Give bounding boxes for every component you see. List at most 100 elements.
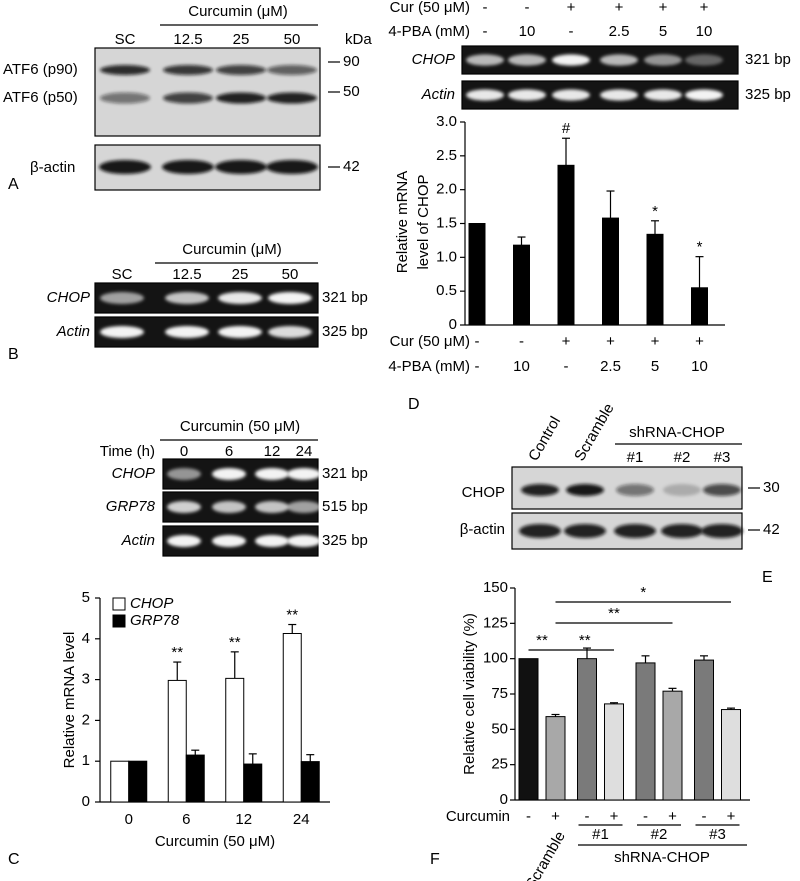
row-label: Actin	[421, 86, 455, 103]
band	[268, 292, 312, 304]
group-label: Scramble	[522, 828, 568, 881]
size-label: 515 bp	[322, 498, 368, 515]
error-bar	[248, 753, 257, 765]
condition-label: +	[567, 0, 576, 16]
band	[287, 468, 321, 480]
y-tick-label: 0	[82, 793, 90, 810]
row-label: CHOP	[112, 465, 155, 482]
band	[255, 501, 289, 513]
row-label: GRP78	[106, 498, 156, 515]
y-tick-label: 3	[82, 671, 90, 688]
row-label: CHOP	[47, 289, 90, 306]
band	[287, 535, 321, 547]
band	[266, 160, 318, 174]
condition-label: 10	[696, 23, 713, 40]
condition-name: 4-PBA (mM)	[388, 23, 470, 40]
bar	[635, 662, 656, 801]
condition-label: +	[700, 0, 709, 16]
error-bar	[700, 655, 708, 661]
error-bar	[551, 713, 560, 717]
condition-name: 4-PBA (mM)	[388, 358, 470, 375]
comparison-label: *	[640, 584, 646, 601]
band	[508, 54, 546, 66]
legend-label: GRP78	[130, 612, 180, 629]
condition-label: -	[525, 0, 530, 16]
bar	[577, 658, 597, 801]
condition-label: +	[659, 0, 668, 16]
band	[267, 65, 317, 75]
condition-label: 5	[659, 23, 667, 40]
lane-label: 6	[225, 443, 233, 460]
band	[167, 535, 201, 547]
band	[614, 524, 656, 538]
condition-label: +	[695, 333, 704, 350]
band	[163, 92, 213, 104]
bar	[468, 223, 486, 326]
y-tick-label: 75	[491, 685, 508, 702]
size-label: 325 bp	[322, 532, 368, 549]
error-bar	[641, 655, 650, 663]
y-tick-label: 0	[500, 791, 508, 808]
group-label: #3	[709, 826, 726, 843]
bar	[694, 659, 714, 801]
panel-label: A	[8, 176, 19, 193]
lane-label: 12.5	[173, 31, 202, 48]
condition-label: -	[475, 358, 480, 375]
supergroup-label: shRNA-CHOP	[614, 849, 710, 866]
error-bar	[288, 623, 297, 634]
bar	[721, 709, 741, 801]
lane-label: Scramble	[571, 401, 617, 464]
condition-label: 5	[651, 358, 659, 375]
y-tick-label: 4	[82, 630, 90, 647]
lane-label: 25	[232, 266, 249, 283]
gel-header: Curcumin (μM)	[182, 241, 281, 258]
row-label: β-actin	[460, 521, 505, 538]
significance: *	[652, 203, 658, 220]
band	[466, 54, 504, 66]
y-tick-label: 150	[483, 579, 508, 596]
y-tick-label: 1.5	[436, 214, 457, 231]
condition-label: -	[475, 333, 480, 350]
band	[267, 92, 317, 104]
significance: **	[286, 606, 298, 623]
condition-label: 10	[691, 358, 708, 375]
error-bar	[173, 661, 182, 681]
band	[165, 292, 209, 304]
band	[255, 468, 289, 480]
row-label: Actin	[121, 532, 155, 549]
bar	[513, 244, 530, 326]
error-bar	[651, 220, 659, 235]
lane-label: 50	[284, 31, 301, 48]
legend-label: CHOP	[130, 595, 173, 612]
y-tick-label: 125	[483, 614, 508, 631]
group-header: shRNA-CHOP	[629, 424, 725, 441]
panel-label: C	[8, 851, 20, 868]
x-tick-label: 6	[182, 811, 190, 828]
bar	[243, 763, 263, 803]
bar	[282, 632, 302, 803]
lane-label: 24	[296, 443, 313, 460]
panel-label: D	[408, 396, 420, 413]
marker-label: 30	[763, 479, 780, 496]
row-label: CHOP	[412, 51, 455, 68]
band	[552, 54, 590, 66]
band	[519, 524, 561, 538]
band	[255, 535, 289, 547]
condition-label: -	[526, 808, 531, 825]
bar	[110, 760, 130, 803]
bar	[225, 677, 245, 803]
x-tick-label: 12	[235, 811, 252, 828]
unit-label: kDa	[345, 31, 372, 48]
gel-header: Curcumin (50 μM)	[180, 418, 300, 435]
error-bar	[606, 190, 615, 219]
condition-name: Cur (50 μM)	[390, 0, 470, 16]
y-axis-label: Relative mRNA level	[61, 632, 78, 769]
band	[167, 468, 201, 480]
condition-label: +	[651, 333, 660, 350]
band	[100, 65, 150, 75]
y-tick-label: 1.0	[436, 248, 457, 265]
band	[268, 326, 312, 338]
band	[212, 468, 246, 480]
bar	[604, 703, 624, 801]
